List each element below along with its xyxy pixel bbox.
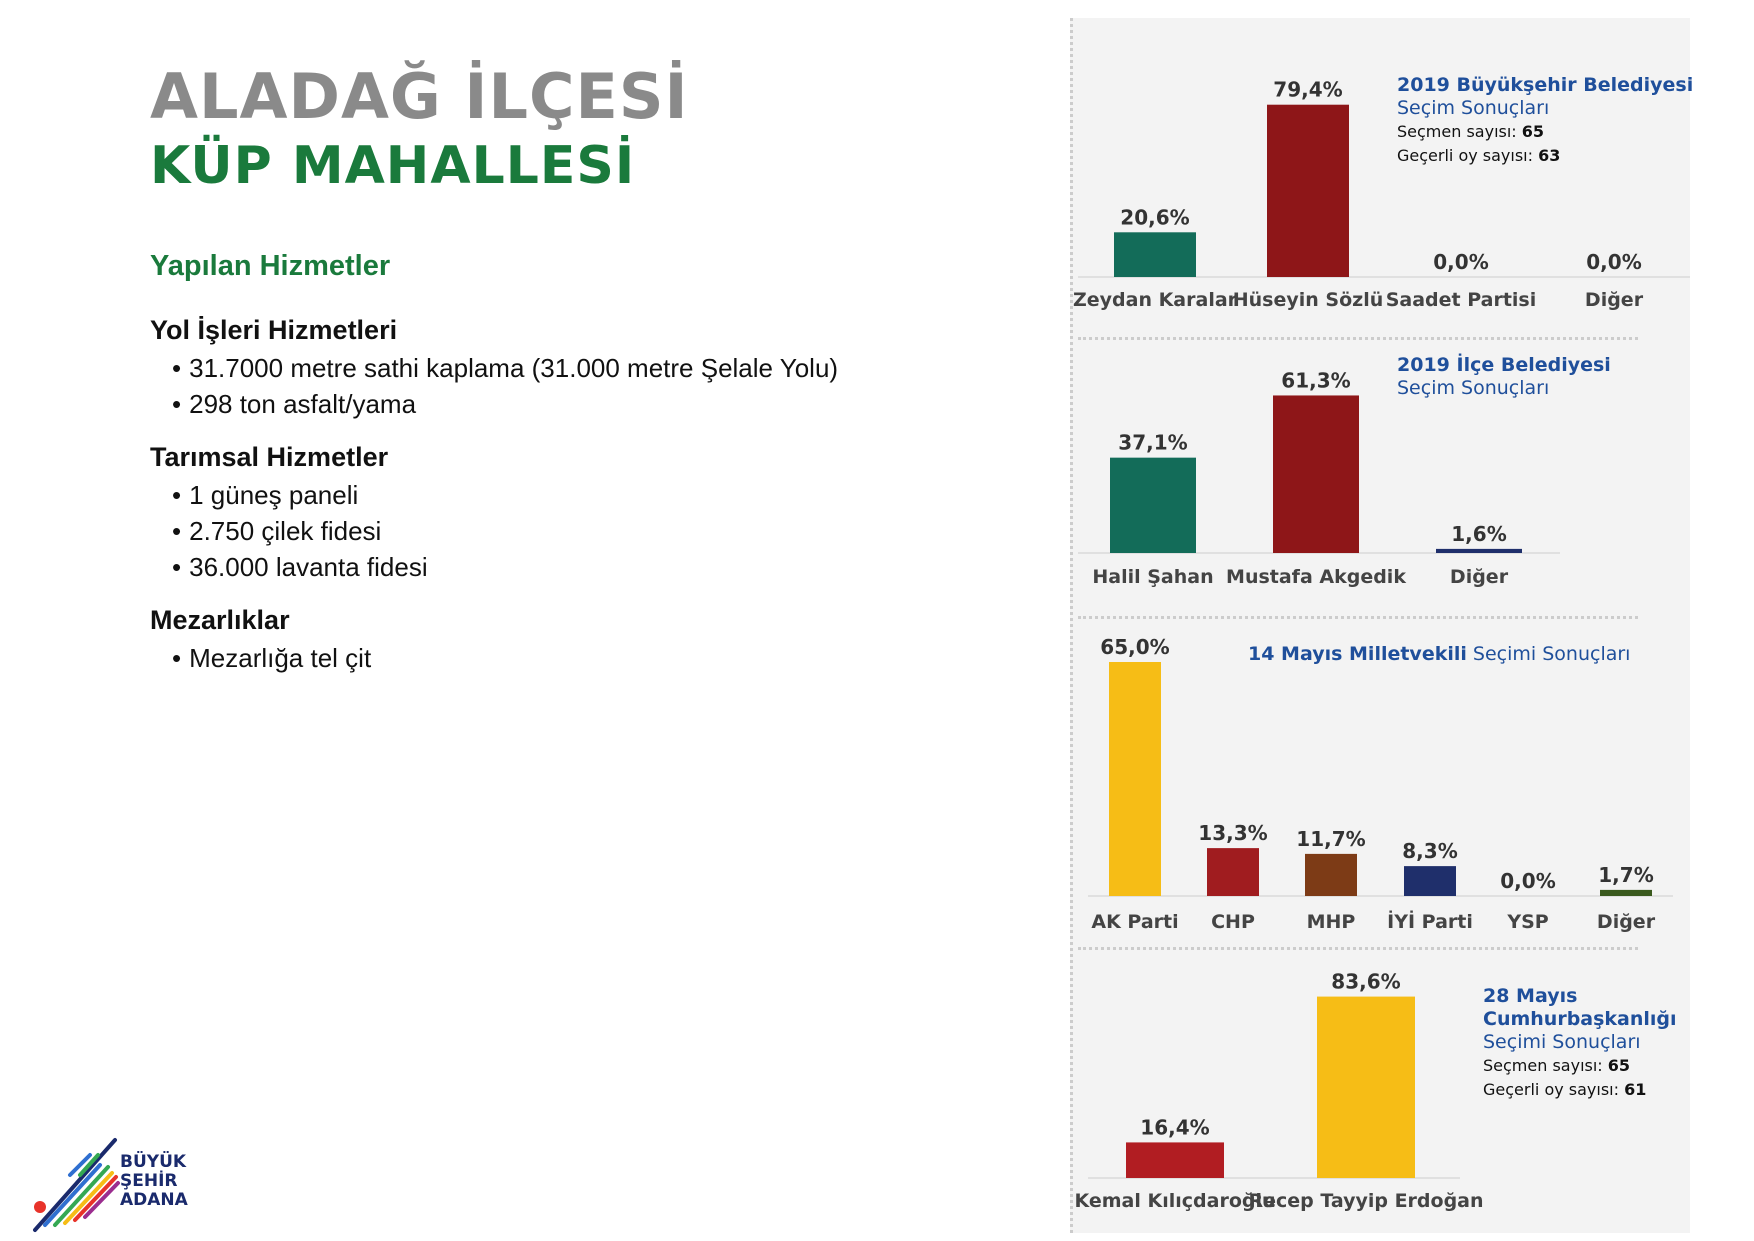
chart-1-category-label: Diğer: [1585, 289, 1644, 311]
service-category: Yol İşleri Hizmetleri 31.7000 metre sathi…: [150, 315, 910, 422]
chart-3-value-label: 13,3%: [1198, 821, 1267, 845]
chart-3-bar: [1305, 853, 1357, 896]
logo-wordmark: BÜYÜK ŞEHİR ADANA: [120, 1153, 188, 1210]
chart-1-bar: [1114, 232, 1196, 277]
service-items: 31.7000 metre sathi kaplama (31.000 metr…: [150, 350, 910, 422]
chart-3-category-label: MHP: [1307, 911, 1356, 933]
service-category: Mezarlıklar Mezarlığa tel çit: [150, 605, 910, 676]
chart2-legend-title: 2019 İlçe Belediyesi: [1397, 354, 1611, 376]
chart4-legend-subtitle: Seçimi Sonuçları: [1483, 1031, 1641, 1053]
chart-3-bar: [1207, 848, 1259, 896]
chart-1-value-label: 79,4%: [1273, 78, 1342, 102]
chart-2-value-label: 37,1%: [1118, 431, 1187, 455]
chart-3-value-label: 8,3%: [1402, 839, 1457, 863]
chart-4-category-label: Kemal Kılıçdaroğlu: [1074, 1190, 1275, 1212]
chart-2-category-label: Diğer: [1450, 566, 1509, 588]
service-category-title: Yol İşleri Hizmetleri: [150, 315, 398, 345]
chart-2-value-label: 61,3%: [1281, 368, 1350, 392]
chart-3: 65,0% AK Parti 13,3% CHP 11,7% MHP 8,3% İYİ Par…: [1088, 635, 1673, 933]
chart-3-value-label: 11,7%: [1296, 827, 1365, 851]
chart-4-bar: [1317, 996, 1415, 1178]
chart-1-value-label: 20,6%: [1120, 205, 1189, 229]
service-item: Mezarlığa tel çit: [172, 640, 910, 676]
chart2-legend: 2019 İlçe Belediyesi Seçim Sonuçları: [1397, 354, 1611, 400]
chart-2-value-label: 1,6%: [1451, 522, 1506, 546]
chart-1-value-label: 0,0%: [1433, 250, 1488, 274]
chart-4-category-label: Recep Tayyip Erdoğan: [1248, 1190, 1483, 1212]
service-item: 298 ton asfalt/yama: [172, 386, 910, 422]
service-category-title: Mezarlıklar: [150, 605, 290, 635]
chart3-legend: 14 Mayıs Milletvekili Seçimi Sonuçları: [1248, 643, 1630, 666]
chart-2-bar: [1273, 395, 1359, 553]
chart-3-bar: [1109, 662, 1161, 896]
chart-4-bar: [1126, 1142, 1224, 1178]
service-item: 31.7000 metre sathi kaplama (31.000 metr…: [172, 350, 910, 386]
chart1-legend: 2019 Büyükşehir Belediyesi Seçim Sonuçla…: [1397, 74, 1693, 168]
chart-1-category-label: Hüseyin Sözlü: [1233, 289, 1384, 311]
chart-1: 20,6% Zeydan Karalar 79,4% Hüseyin Sözlü 0,0…: [1073, 78, 1690, 311]
service-item: 2.750 çilek fidesi: [172, 513, 910, 549]
chart4-legend-title-line2: Cumhurbaşkanlığı: [1483, 1008, 1677, 1030]
chart4-legend-title-line1: 28 Mayıs: [1483, 985, 1578, 1007]
service-items: Mezarlığa tel çit: [150, 640, 910, 676]
chart2-legend-subtitle: Seçim Sonuçları: [1397, 377, 1550, 399]
district-title: ALADAĞ İLÇESİ: [150, 60, 689, 133]
adana-logo-icon: [33, 1138, 120, 1232]
service-category: Tarımsal Hizmetler 1 güneş paneli2.750 çi…: [150, 442, 910, 585]
chart-4: 16,4% Kemal Kılıçdaroğlu 83,6% Recep Tayyip…: [1074, 970, 1483, 1212]
chart-3-value-label: 0,0%: [1500, 869, 1555, 893]
chart-3-category-label: İYİ Parti: [1387, 909, 1473, 933]
chart1-legend-subtitle: Seçim Sonuçları: [1397, 97, 1550, 119]
service-item: 1 güneş paneli: [172, 477, 910, 513]
service-item: 36.000 lavanta fidesi: [172, 549, 910, 585]
logo-line2: ŞEHİR: [120, 1171, 178, 1191]
chart3-legend-title: 14 Mayıs Milletvekili: [1248, 643, 1467, 665]
chart1-voter-count: Seçmen sayısı: 65: [1397, 122, 1545, 141]
chart-3-category-label: YSP: [1506, 911, 1548, 933]
chart-4-value-label: 83,6%: [1331, 970, 1400, 994]
chart-3-category-label: CHP: [1211, 911, 1255, 933]
chart-3-bar: [1404, 866, 1456, 896]
services-heading: Yapılan Hizmetler: [150, 250, 391, 282]
service-items: 1 güneş paneli2.750 çilek fidesi36.000 l…: [150, 477, 910, 585]
logo-line3: ADANA: [120, 1190, 188, 1210]
neighborhood-title: KÜP MAHALLESİ: [150, 136, 636, 196]
chart-3-category-label: Diğer: [1597, 911, 1656, 933]
chart-2-category-label: Mustafa Akgedik: [1226, 566, 1406, 588]
chart-1-category-label: Zeydan Karalar: [1073, 289, 1238, 311]
chart-divider: [1078, 337, 1638, 340]
chart-1-category-label: Saadet Partisi: [1386, 289, 1537, 311]
chart-4-value-label: 16,4%: [1140, 1115, 1209, 1139]
chart1-valid-votes: Geçerli oy sayısı: 63: [1397, 146, 1561, 165]
chart-2-bar: [1110, 457, 1196, 553]
chart1-legend-title: 2019 Büyükşehir Belediyesi: [1397, 74, 1694, 96]
chart-3-value-label: 1,7%: [1598, 863, 1653, 887]
chart-3-bar: [1600, 889, 1652, 896]
chart-divider: [1078, 616, 1638, 619]
chart4-legend: 28 Mayıs Cumhurbaşkanlığı Seçimi Sonuçla…: [1483, 985, 1677, 1102]
chart-3-value-label: 65,0%: [1100, 635, 1169, 659]
chart3-legend-subtitle: Seçimi Sonuçları: [1466, 643, 1631, 665]
chart-2-category-label: Halil Şahan: [1092, 566, 1213, 588]
logo-line1: BÜYÜK: [120, 1152, 187, 1172]
chart-1-bar: [1267, 104, 1349, 278]
chart4-valid-votes: Geçerli oy sayısı: 61: [1483, 1080, 1647, 1099]
chart-1-value-label: 0,0%: [1586, 250, 1641, 274]
chart-divider: [1078, 947, 1638, 950]
services-list: Yol İşleri Hizmetleri 31.7000 metre sathi…: [150, 315, 910, 696]
chart-2: 37,1% Halil Şahan 61,3% Mustafa Akgedik 1,6%…: [1078, 368, 1560, 588]
service-category-title: Tarımsal Hizmetler: [150, 442, 389, 472]
chart-2-bar: [1436, 548, 1522, 553]
chart-3-category-label: AK Parti: [1091, 911, 1178, 933]
chart4-voter-count: Seçmen sayısı: 65: [1483, 1056, 1631, 1075]
